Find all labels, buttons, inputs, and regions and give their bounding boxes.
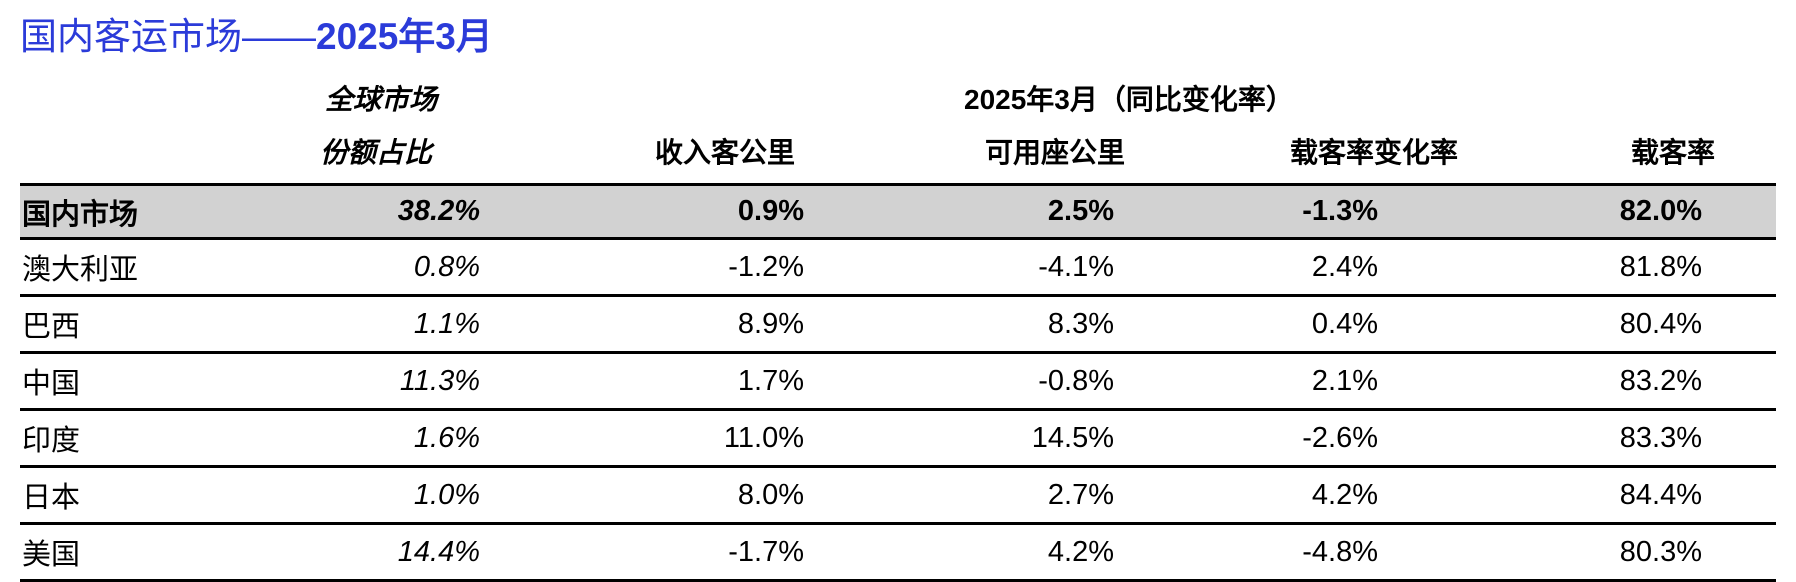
cell-plf: 82.0%: [1619, 195, 1702, 227]
cell-global-share: 1.6%: [413, 421, 480, 454]
cell-ask: 2.7%: [1047, 478, 1114, 511]
cell-ask: -4.1%: [1038, 250, 1114, 283]
cell-rpk: 8.0%: [737, 478, 804, 511]
cell-ask: 8.3%: [1047, 307, 1114, 340]
header-group-label: 2025年3月（同比变化率）: [964, 84, 1294, 115]
cell-rpk: 8.9%: [737, 307, 804, 340]
passenger-market-table: 国内市场 38.2% 0.9% 2.5% -1.3% 82.0% 澳大利亚 0.8% -1.2%…: [20, 183, 1776, 582]
cell-rpk: -1.2%: [728, 250, 804, 283]
cell-global-share: 1.0%: [413, 478, 480, 511]
cell-plf-change: -4.8%: [1302, 535, 1378, 568]
cell-rpk: 1.7%: [737, 364, 804, 397]
table-row: 美国 14.4% -1.7% 4.2% -4.8% 80.3%: [20, 525, 1776, 582]
header-rpk: 收入客公里: [655, 137, 796, 168]
page-title: 国内客运市场——2025年3月: [20, 6, 493, 60]
cell-plf: 83.2%: [1619, 364, 1702, 397]
header-ask: 可用座公里: [985, 137, 1126, 168]
cell-rpk: -1.7%: [728, 535, 804, 568]
cell-plf: 81.8%: [1619, 250, 1702, 283]
cell-market-name: 中国: [22, 368, 81, 400]
cell-market-name: 国内市场: [22, 198, 139, 231]
cell-global-share: 38.2%: [397, 195, 480, 227]
cell-plf-change: -1.3%: [1302, 195, 1378, 227]
table-row-highlight: 国内市场 38.2% 0.9% 2.5% -1.3% 82.0%: [20, 183, 1776, 240]
header-share-line2: 份额占比: [320, 137, 433, 168]
header-plf: 载客率: [1631, 137, 1716, 168]
cell-plf: 83.3%: [1619, 421, 1702, 454]
cell-plf-change: 0.4%: [1311, 307, 1378, 340]
header-share-line1: 全球市场: [325, 84, 438, 115]
cell-ask: 14.5%: [1031, 421, 1114, 454]
cell-ask: 2.5%: [1047, 195, 1114, 227]
cell-global-share: 11.3%: [399, 364, 480, 397]
cell-rpk: 11.0%: [723, 421, 804, 454]
title-date: 2025年3月: [316, 16, 493, 57]
table-row: 日本 1.0% 8.0% 2.7% 4.2% 84.4%: [20, 468, 1776, 525]
cell-market-name: 澳大利亚: [22, 254, 139, 286]
cell-plf-change: -2.6%: [1302, 421, 1378, 454]
cell-ask: 4.2%: [1047, 535, 1114, 568]
cell-market-name: 日本: [22, 482, 81, 514]
table-row: 巴西 1.1% 8.9% 8.3% 0.4% 80.4%: [20, 297, 1776, 354]
cell-market-name: 美国: [22, 539, 81, 571]
cell-plf-change: 2.1%: [1311, 364, 1378, 397]
title-prefix: 国内客运市场——: [20, 16, 316, 57]
table-row: 印度 1.6% 11.0% 14.5% -2.6% 83.3%: [20, 411, 1776, 468]
cell-plf: 80.3%: [1619, 535, 1702, 568]
cell-plf-change: 4.2%: [1311, 478, 1378, 511]
cell-market-name: 印度: [22, 425, 81, 457]
cell-market-name: 巴西: [22, 311, 81, 343]
header-plf-change: 载客率变化率: [1290, 137, 1459, 168]
cell-rpk: 0.9%: [737, 195, 804, 227]
cell-global-share: 14.4%: [397, 535, 480, 568]
cell-plf: 84.4%: [1619, 478, 1702, 511]
table-row: 中国 11.3% 1.7% -0.8% 2.1% 83.2%: [20, 354, 1776, 411]
cell-global-share: 1.1%: [413, 307, 480, 340]
cell-global-share: 0.8%: [413, 250, 480, 283]
cell-plf: 80.4%: [1619, 307, 1702, 340]
cell-plf-change: 2.4%: [1311, 250, 1378, 283]
cell-ask: -0.8%: [1038, 364, 1114, 397]
table-row: 澳大利亚 0.8% -1.2% -4.1% 2.4% 81.8%: [20, 240, 1776, 297]
